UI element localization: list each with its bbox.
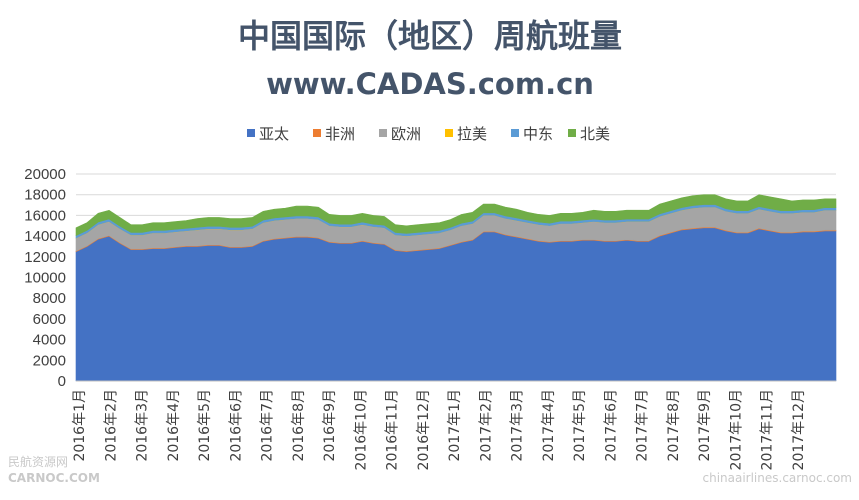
- area-series: [75, 194, 837, 382]
- x-tick-label: 2016年8月: [291, 389, 307, 462]
- legend-swatch: [445, 129, 453, 137]
- y-tick-label: 0: [58, 373, 66, 390]
- y-axis: 0 2000 4000 6000 8000 10000 12000 14000 16000 180…: [24, 166, 66, 390]
- y-tick-label: 12000: [24, 249, 66, 266]
- legend-swatch: [379, 129, 387, 137]
- x-tick-label: 2017年6月: [603, 389, 619, 462]
- legend-label: 欧洲: [391, 125, 421, 143]
- y-tick-label: 16000: [24, 207, 66, 224]
- chart-subtitle: www.CADAS.com.cn: [266, 67, 594, 101]
- watermark-left-line2: CARNOC.COM: [8, 471, 100, 485]
- legend-swatch: [313, 129, 321, 137]
- legend-label: 中东: [523, 125, 553, 143]
- y-tick-label: 8000: [33, 290, 66, 307]
- x-tick-label: 2017年9月: [697, 389, 713, 462]
- legend-swatch: [247, 129, 255, 137]
- y-tick-label: 20000: [24, 166, 66, 183]
- watermark-right: chinaairlines.carnoc.com: [702, 471, 852, 485]
- x-tick-label: 2017年2月: [478, 389, 494, 462]
- x-tick-label: 2017年7月: [635, 389, 651, 462]
- x-tick-label: 2016年3月: [135, 389, 151, 462]
- x-tick-label: 2016年7月: [260, 389, 276, 462]
- x-tick-label: 2016年5月: [197, 389, 213, 462]
- x-axis: 2016年1月 2016年2月 2016年3月 2016年4月 2016年5月 2016年…: [72, 389, 807, 470]
- watermark: 民航资源网 CARNOC.COM chinaairlines.carnoc.co…: [8, 454, 852, 485]
- legend-label: 拉美: [457, 125, 487, 143]
- legend: 亚太 非洲 欧洲 拉美 中东 北美: [247, 125, 610, 143]
- x-tick-label: 2016年12月: [416, 389, 432, 470]
- y-tick-label: 10000: [24, 270, 66, 287]
- area-series-0: [75, 227, 837, 382]
- x-tick-label: 2016年11月: [385, 389, 401, 470]
- legend-swatch: [568, 129, 576, 137]
- x-tick-label: 2017年1月: [447, 389, 463, 462]
- y-tick-label: 4000: [33, 332, 66, 349]
- x-tick-label: 2017年3月: [510, 389, 526, 462]
- y-tick-label: 14000: [24, 228, 66, 245]
- x-tick-label: 2016年2月: [103, 389, 119, 462]
- x-tick-label: 2017年11月: [760, 389, 776, 470]
- x-tick-label: 2016年9月: [322, 389, 338, 462]
- x-tick-label: 2016年1月: [72, 389, 88, 462]
- x-tick-label: 2017年10月: [728, 389, 744, 470]
- y-tick-label: 18000: [24, 187, 66, 204]
- x-tick-label: 2017年4月: [541, 389, 557, 462]
- y-tick-label: 6000: [33, 311, 66, 328]
- area-series-5: [75, 194, 837, 236]
- x-tick-label: 2016年4月: [166, 389, 182, 462]
- x-tick-label: 2017年8月: [666, 389, 682, 462]
- x-tick-label: 2017年12月: [791, 389, 807, 470]
- x-tick-label: 2016年10月: [353, 389, 369, 470]
- chart-title: 中国国际（地区）周航班量: [238, 17, 622, 55]
- y-tick-label: 2000: [33, 352, 66, 369]
- legend-label: 非洲: [325, 125, 355, 143]
- legend-label: 亚太: [259, 125, 289, 143]
- legend-swatch: [511, 129, 519, 137]
- x-tick-label: 2017年5月: [572, 389, 588, 462]
- watermark-left-line1: 民航资源网: [8, 454, 68, 469]
- x-tick-label: 2016年6月: [228, 389, 244, 462]
- legend-label: 北美: [580, 125, 610, 143]
